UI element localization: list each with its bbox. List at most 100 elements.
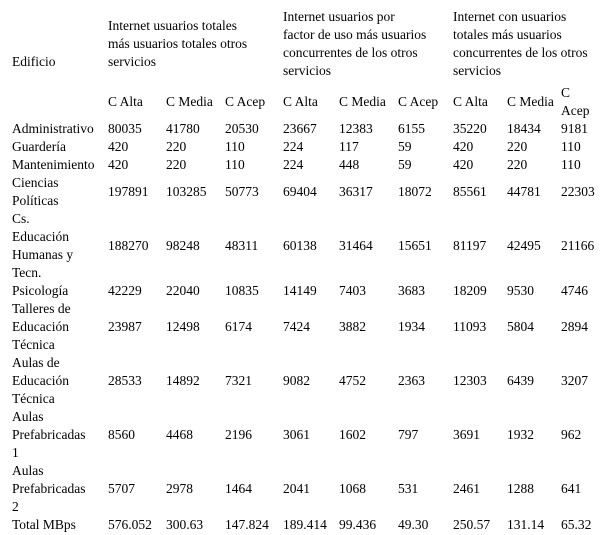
- table-row: Aulas Prefabricadas 2 5707 2978 1464 204…: [12, 462, 615, 516]
- value-cell: 8560: [108, 427, 135, 442]
- value-cell: 3882: [339, 319, 367, 334]
- bandwidth-table: Edificio Internet usuarios totales más u…: [12, 4, 615, 534]
- value-cell: 81197: [453, 238, 487, 253]
- subheader-cell: C Alta: [453, 94, 488, 109]
- value-cell: 18434: [507, 121, 541, 136]
- value-cell: 50773: [225, 184, 259, 199]
- value-cell: 962: [561, 427, 582, 442]
- subheader-cell: C Alta: [108, 94, 143, 109]
- document-page: Edificio Internet usuarios totales más u…: [0, 4, 615, 535]
- row-label: Talleres de Educación Técnica: [12, 301, 71, 352]
- value-cell: 59: [398, 139, 412, 154]
- value-cell: 2461: [453, 481, 481, 496]
- table-subheader-row: C Alta C Media C Acep C Alta C Media C A…: [12, 84, 615, 120]
- value-cell: 6155: [398, 121, 426, 136]
- row-label: Total MBps: [12, 517, 76, 532]
- subheader-cell: C Media: [339, 94, 386, 109]
- value-cell: 9082: [283, 373, 311, 388]
- value-cell: 11093: [453, 319, 487, 334]
- group-header-usuarios-totales: Internet usuarios totales más usuarios t…: [108, 18, 248, 69]
- column-header-edificio: Edificio: [12, 54, 56, 69]
- row-label: Cs. Educación Humanas y Tecn.: [12, 211, 74, 280]
- value-cell: 2196: [225, 427, 252, 442]
- row-label: Aulas Prefabricadas 2: [12, 463, 86, 514]
- value-cell: 22303: [561, 184, 595, 199]
- row-label: Aulas Prefabricadas 1: [12, 409, 86, 460]
- table-row: Ciencias Políticas 197891 103285 50773 6…: [12, 174, 615, 210]
- value-cell: 250.57: [453, 517, 491, 532]
- value-cell: 15651: [398, 238, 432, 253]
- value-cell: 35220: [453, 121, 487, 136]
- value-cell: 22040: [166, 283, 200, 298]
- value-cell: 7424: [283, 319, 311, 334]
- row-label: Psicología: [12, 283, 69, 298]
- value-cell: 21166: [561, 238, 595, 253]
- table-row: Mantenimiento 420 220 110 224 448 59 420…: [12, 156, 615, 174]
- value-cell: 220: [166, 139, 187, 154]
- value-cell: 3691: [453, 427, 481, 442]
- subheader-cell: C Media: [166, 94, 213, 109]
- value-cell: 420: [108, 139, 129, 154]
- value-cell: 2363: [398, 373, 426, 388]
- value-cell: 103285: [166, 184, 207, 199]
- value-cell: 41780: [166, 121, 200, 136]
- value-cell: 420: [453, 157, 474, 172]
- value-cell: 18209: [453, 283, 487, 298]
- value-cell: 14149: [283, 283, 317, 298]
- value-cell: 7321: [225, 373, 252, 388]
- value-cell: 42229: [108, 283, 142, 298]
- group-header-usuarios-concurrentes: Internet con usuarios totales más usuari…: [453, 9, 588, 78]
- value-cell: 5804: [507, 319, 535, 334]
- value-cell: 110: [225, 139, 245, 154]
- value-cell: 1068: [339, 481, 367, 496]
- value-cell: 224: [283, 139, 304, 154]
- row-label: Aulas de Educación Técnica: [12, 355, 69, 406]
- value-cell: 220: [166, 157, 187, 172]
- row-label: Ciencias Políticas: [12, 175, 59, 208]
- value-cell: 2041: [283, 481, 311, 496]
- subheader-cell: C Alta: [283, 94, 318, 109]
- value-cell: 1932: [507, 427, 535, 442]
- value-cell: 197891: [108, 184, 149, 199]
- value-cell: 36317: [339, 184, 373, 199]
- value-cell: 9530: [507, 283, 535, 298]
- value-cell: 110: [561, 157, 581, 172]
- value-cell: 44781: [507, 184, 541, 199]
- value-cell: 224: [283, 157, 304, 172]
- value-cell: 1934: [398, 319, 426, 334]
- value-cell: 576.052: [108, 517, 152, 532]
- row-label: Administrativo: [12, 121, 94, 136]
- table-row: Aulas Prefabricadas 1 8560 4468 2196 306…: [12, 408, 615, 462]
- subheader-cell: C Acep: [225, 94, 266, 109]
- value-cell: 420: [108, 157, 129, 172]
- value-cell: 12303: [453, 373, 487, 388]
- value-cell: 60138: [283, 238, 317, 253]
- value-cell: 797: [398, 427, 419, 442]
- value-cell: 1288: [507, 481, 535, 496]
- value-cell: 5707: [108, 481, 135, 496]
- table-row-total: Total MBps 576.052 300.63 147.824 189.41…: [12, 516, 615, 534]
- value-cell: 4752: [339, 373, 367, 388]
- value-cell: 188270: [108, 238, 149, 253]
- value-cell: 531: [398, 481, 419, 496]
- value-cell: 147.824: [225, 517, 269, 532]
- value-cell: 220: [507, 157, 528, 172]
- value-cell: 31464: [339, 238, 373, 253]
- value-cell: 3683: [398, 283, 426, 298]
- subheader-cell: C Acep: [561, 85, 590, 118]
- value-cell: 69404: [283, 184, 317, 199]
- value-cell: 3207: [561, 373, 589, 388]
- value-cell: 99.436: [339, 517, 377, 532]
- value-cell: 14892: [166, 373, 200, 388]
- value-cell: 20530: [225, 121, 259, 136]
- value-cell: 18072: [398, 184, 432, 199]
- value-cell: 117: [339, 139, 359, 154]
- value-cell: 48311: [225, 238, 259, 253]
- value-cell: 7403: [339, 283, 367, 298]
- table-row: Talleres de Educación Técnica 23987 1249…: [12, 300, 615, 354]
- value-cell: 1464: [225, 481, 252, 496]
- row-label: Guardería: [12, 139, 66, 154]
- table-row: Administrativo 80035 41780 20530 23667 1…: [12, 120, 615, 138]
- value-cell: 131.14: [507, 517, 545, 532]
- table-header-groups-row: Edificio Internet usuarios totales más u…: [12, 4, 615, 84]
